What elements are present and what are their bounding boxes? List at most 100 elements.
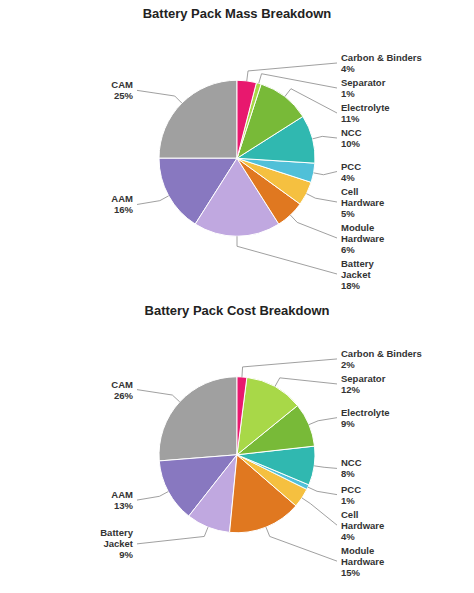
leader-line xyxy=(137,196,169,205)
data-label: 6% xyxy=(341,244,355,255)
category-label: PCC xyxy=(341,161,361,172)
category-label: CAM xyxy=(111,379,133,390)
leader-line xyxy=(313,136,337,138)
leader-line xyxy=(285,89,337,113)
category-label: PCC xyxy=(341,484,361,495)
data-label: 4% xyxy=(341,531,355,542)
category-label-line: PCC xyxy=(341,161,361,172)
category-label-line: Electrolyte xyxy=(341,102,390,113)
data-label: 10% xyxy=(341,138,361,149)
leader-line xyxy=(309,418,337,425)
pie-slice xyxy=(237,377,298,454)
slice-labels: CAM25%AAM16%BatteryJacket18%ModuleHardwa… xyxy=(111,52,421,290)
data-label: 13% xyxy=(114,500,134,511)
category-label: CAM xyxy=(111,79,133,90)
category-label-line: Separator xyxy=(341,373,386,384)
category-label-line: Hardware xyxy=(341,197,384,208)
pie-panel: Battery Pack Cost Breakdown CAM26% AAM13% B… xyxy=(100,303,422,578)
category-label: Carbon & Binders xyxy=(341,348,422,359)
pie-slice xyxy=(237,80,256,158)
category-label-line: Module xyxy=(341,222,374,233)
pie-slice xyxy=(159,80,237,158)
category-label-line: Separator xyxy=(341,77,386,88)
category-label-line: NCC xyxy=(341,457,362,468)
leader-line xyxy=(137,90,182,103)
category-label: AAM xyxy=(111,193,133,204)
data-label: 11% xyxy=(341,113,360,124)
data-label: 12% xyxy=(341,384,361,395)
category-label-line: Hardware xyxy=(341,233,384,244)
slices xyxy=(159,377,315,533)
category-label-line: Carbon & Binders xyxy=(341,52,422,63)
chart-title: Battery Pack Cost Breakdown xyxy=(145,303,330,318)
category-label: CellHardware xyxy=(341,509,384,531)
category-label: ModuleHardware xyxy=(341,222,384,244)
category-label-line: Battery xyxy=(100,527,133,538)
leader-line xyxy=(275,378,337,387)
leader-line xyxy=(137,390,180,402)
category-label: NCC xyxy=(341,127,362,138)
category-label-line: AAM xyxy=(111,489,133,500)
data-label: 16% xyxy=(114,204,134,215)
category-label: Electrolyte xyxy=(341,102,390,113)
category-label-line: Cell xyxy=(341,509,358,520)
category-label-line: CAM xyxy=(111,79,133,90)
pie-slice xyxy=(237,377,247,455)
category-label-line: NCC xyxy=(341,127,362,138)
category-label: BatteryJacket xyxy=(100,527,134,549)
leader-line xyxy=(247,63,337,81)
category-label: ModuleHardware xyxy=(341,545,384,567)
pie-slice xyxy=(189,455,237,533)
pie-panel: Battery Pack Mass Breakdown CAM25% AAM16% B… xyxy=(111,6,421,291)
leader-line xyxy=(290,215,337,238)
category-label-line: CAM xyxy=(111,379,133,390)
data-label: 26% xyxy=(114,390,134,401)
category-label-line: Module xyxy=(341,545,374,556)
category-label-line: Hardware xyxy=(341,556,384,567)
category-label: Electrolyte xyxy=(341,407,390,418)
data-label: 2% xyxy=(341,359,355,370)
category-label-line: AAM xyxy=(111,193,133,204)
leader-line xyxy=(308,487,337,494)
category-label: NCC xyxy=(341,457,362,468)
data-label: 15% xyxy=(341,567,361,578)
data-label: 4% xyxy=(341,172,355,183)
data-label: 4% xyxy=(341,63,355,74)
category-label: AAM xyxy=(111,489,133,500)
category-label-line: Hardware xyxy=(341,520,384,531)
category-label: Separator xyxy=(341,77,386,88)
category-label-line: Cell xyxy=(341,186,358,197)
category-label-line: Battery xyxy=(341,258,374,269)
category-label-line: Jacket xyxy=(341,269,371,280)
data-label: 9% xyxy=(341,418,355,429)
data-label: 9% xyxy=(119,549,133,560)
category-label-line: PCC xyxy=(341,484,361,495)
leader-line xyxy=(237,236,337,274)
leader-line xyxy=(306,194,337,202)
pie-slice xyxy=(159,377,237,461)
data-label: 1% xyxy=(341,88,355,99)
data-label: 5% xyxy=(341,208,355,219)
data-label: 25% xyxy=(114,90,134,101)
leader-line xyxy=(137,492,168,501)
leader-line xyxy=(314,466,337,469)
category-label: Carbon & Binders xyxy=(341,52,422,63)
chart-root: Battery Pack Mass BreakdownCAM25%AAM16%B… xyxy=(0,0,474,593)
slice-labels: CAM26%AAM13%BatteryJacket9%ModuleHardwar… xyxy=(100,348,422,578)
leader-line xyxy=(314,172,337,175)
category-label-line: Jacket xyxy=(103,538,133,549)
data-label: 1% xyxy=(341,495,355,506)
category-label: CellHardware xyxy=(341,186,384,208)
leader-line xyxy=(259,74,337,88)
data-label: 18% xyxy=(341,280,361,291)
chart-title: Battery Pack Mass Breakdown xyxy=(143,6,332,21)
leader-line xyxy=(266,527,337,561)
category-label-line: Carbon & Binders xyxy=(341,348,422,359)
category-label-line: Electrolyte xyxy=(341,407,390,418)
data-label: 8% xyxy=(341,468,355,479)
leader-line xyxy=(302,498,337,525)
leader-line xyxy=(137,527,208,544)
slices xyxy=(159,80,315,236)
category-label: BatteryJacket xyxy=(341,258,374,280)
leader-line xyxy=(242,359,337,377)
